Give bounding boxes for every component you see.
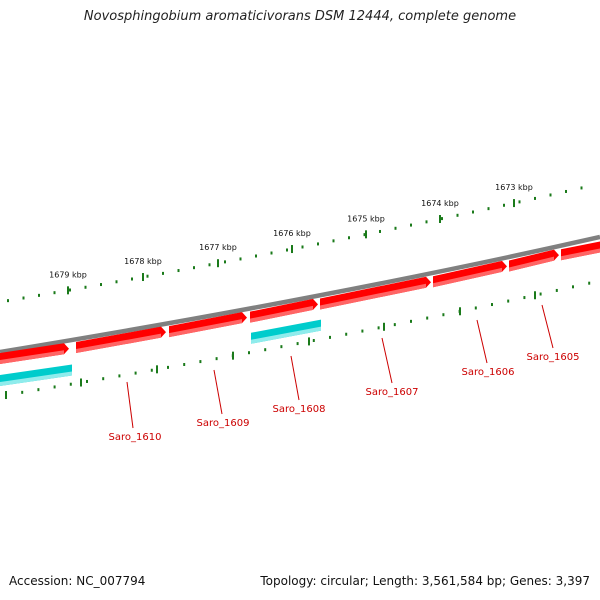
gene-label[interactable]: Saro_1608 [273, 404, 326, 415]
gene-label[interactable]: Saro_1607 [366, 387, 419, 398]
gene-label-leader [541, 304, 554, 349]
tick-label: 1676 kbp [273, 229, 311, 238]
gene-arrow-shade [320, 283, 426, 310]
tick-label: 1673 kbp [495, 183, 533, 192]
gene-label-leader [213, 369, 223, 415]
gene-labels: Saro_1610 Saro_1609 Saro_1608 Saro_1607 Saro… [109, 352, 580, 443]
tick-label: 1677 kbp [199, 243, 237, 252]
tick-label: 1678 kbp [124, 257, 162, 266]
gene-label[interactable]: Saro_1605 [527, 352, 580, 363]
gene-arrow-shade [433, 267, 502, 288]
outer-ruler [7, 186, 583, 303]
genome-title: Novosphingobium aromaticivorans DSM 1244… [83, 9, 517, 24]
gene-label[interactable]: Saro_1606 [462, 367, 515, 378]
gene-arrow-shade [509, 256, 554, 272]
tick-label: 1674 kbp [421, 199, 459, 208]
accession-text: Accession: NC_007794 [9, 574, 146, 588]
gene-label-leader [381, 337, 393, 384]
gene-arrow-shade [250, 305, 313, 323]
gene-label[interactable]: Saro_1609 [197, 418, 250, 429]
gene-label-leader [290, 355, 300, 401]
gene-arrow-shade [169, 319, 242, 338]
gene-arrow-shade [0, 371, 72, 387]
tick-labels: 1679 kbp 1678 kbp 1677 kbp 1676 kbp 1675 kbp… [49, 183, 533, 279]
gene-label-leader [476, 319, 488, 364]
gene-label-leaders [126, 304, 554, 429]
gene-label[interactable]: Saro_1610 [109, 432, 162, 443]
genome-backbone [0, 234, 600, 355]
major-ticks [5, 199, 536, 400]
gene-arrow-shade [251, 326, 321, 344]
gene-arrow-shade [0, 350, 64, 364]
gene-features [0, 241, 600, 387]
tick-label: 1675 kbp [347, 214, 385, 223]
gene-arrow-shade [561, 248, 600, 261]
gene-label-leader [126, 381, 134, 429]
gene-arrow-shade [76, 333, 161, 354]
tick-label: 1679 kbp [49, 270, 87, 279]
topology-summary: Topology: circular; Length: 3,561,584 bp… [260, 574, 590, 588]
